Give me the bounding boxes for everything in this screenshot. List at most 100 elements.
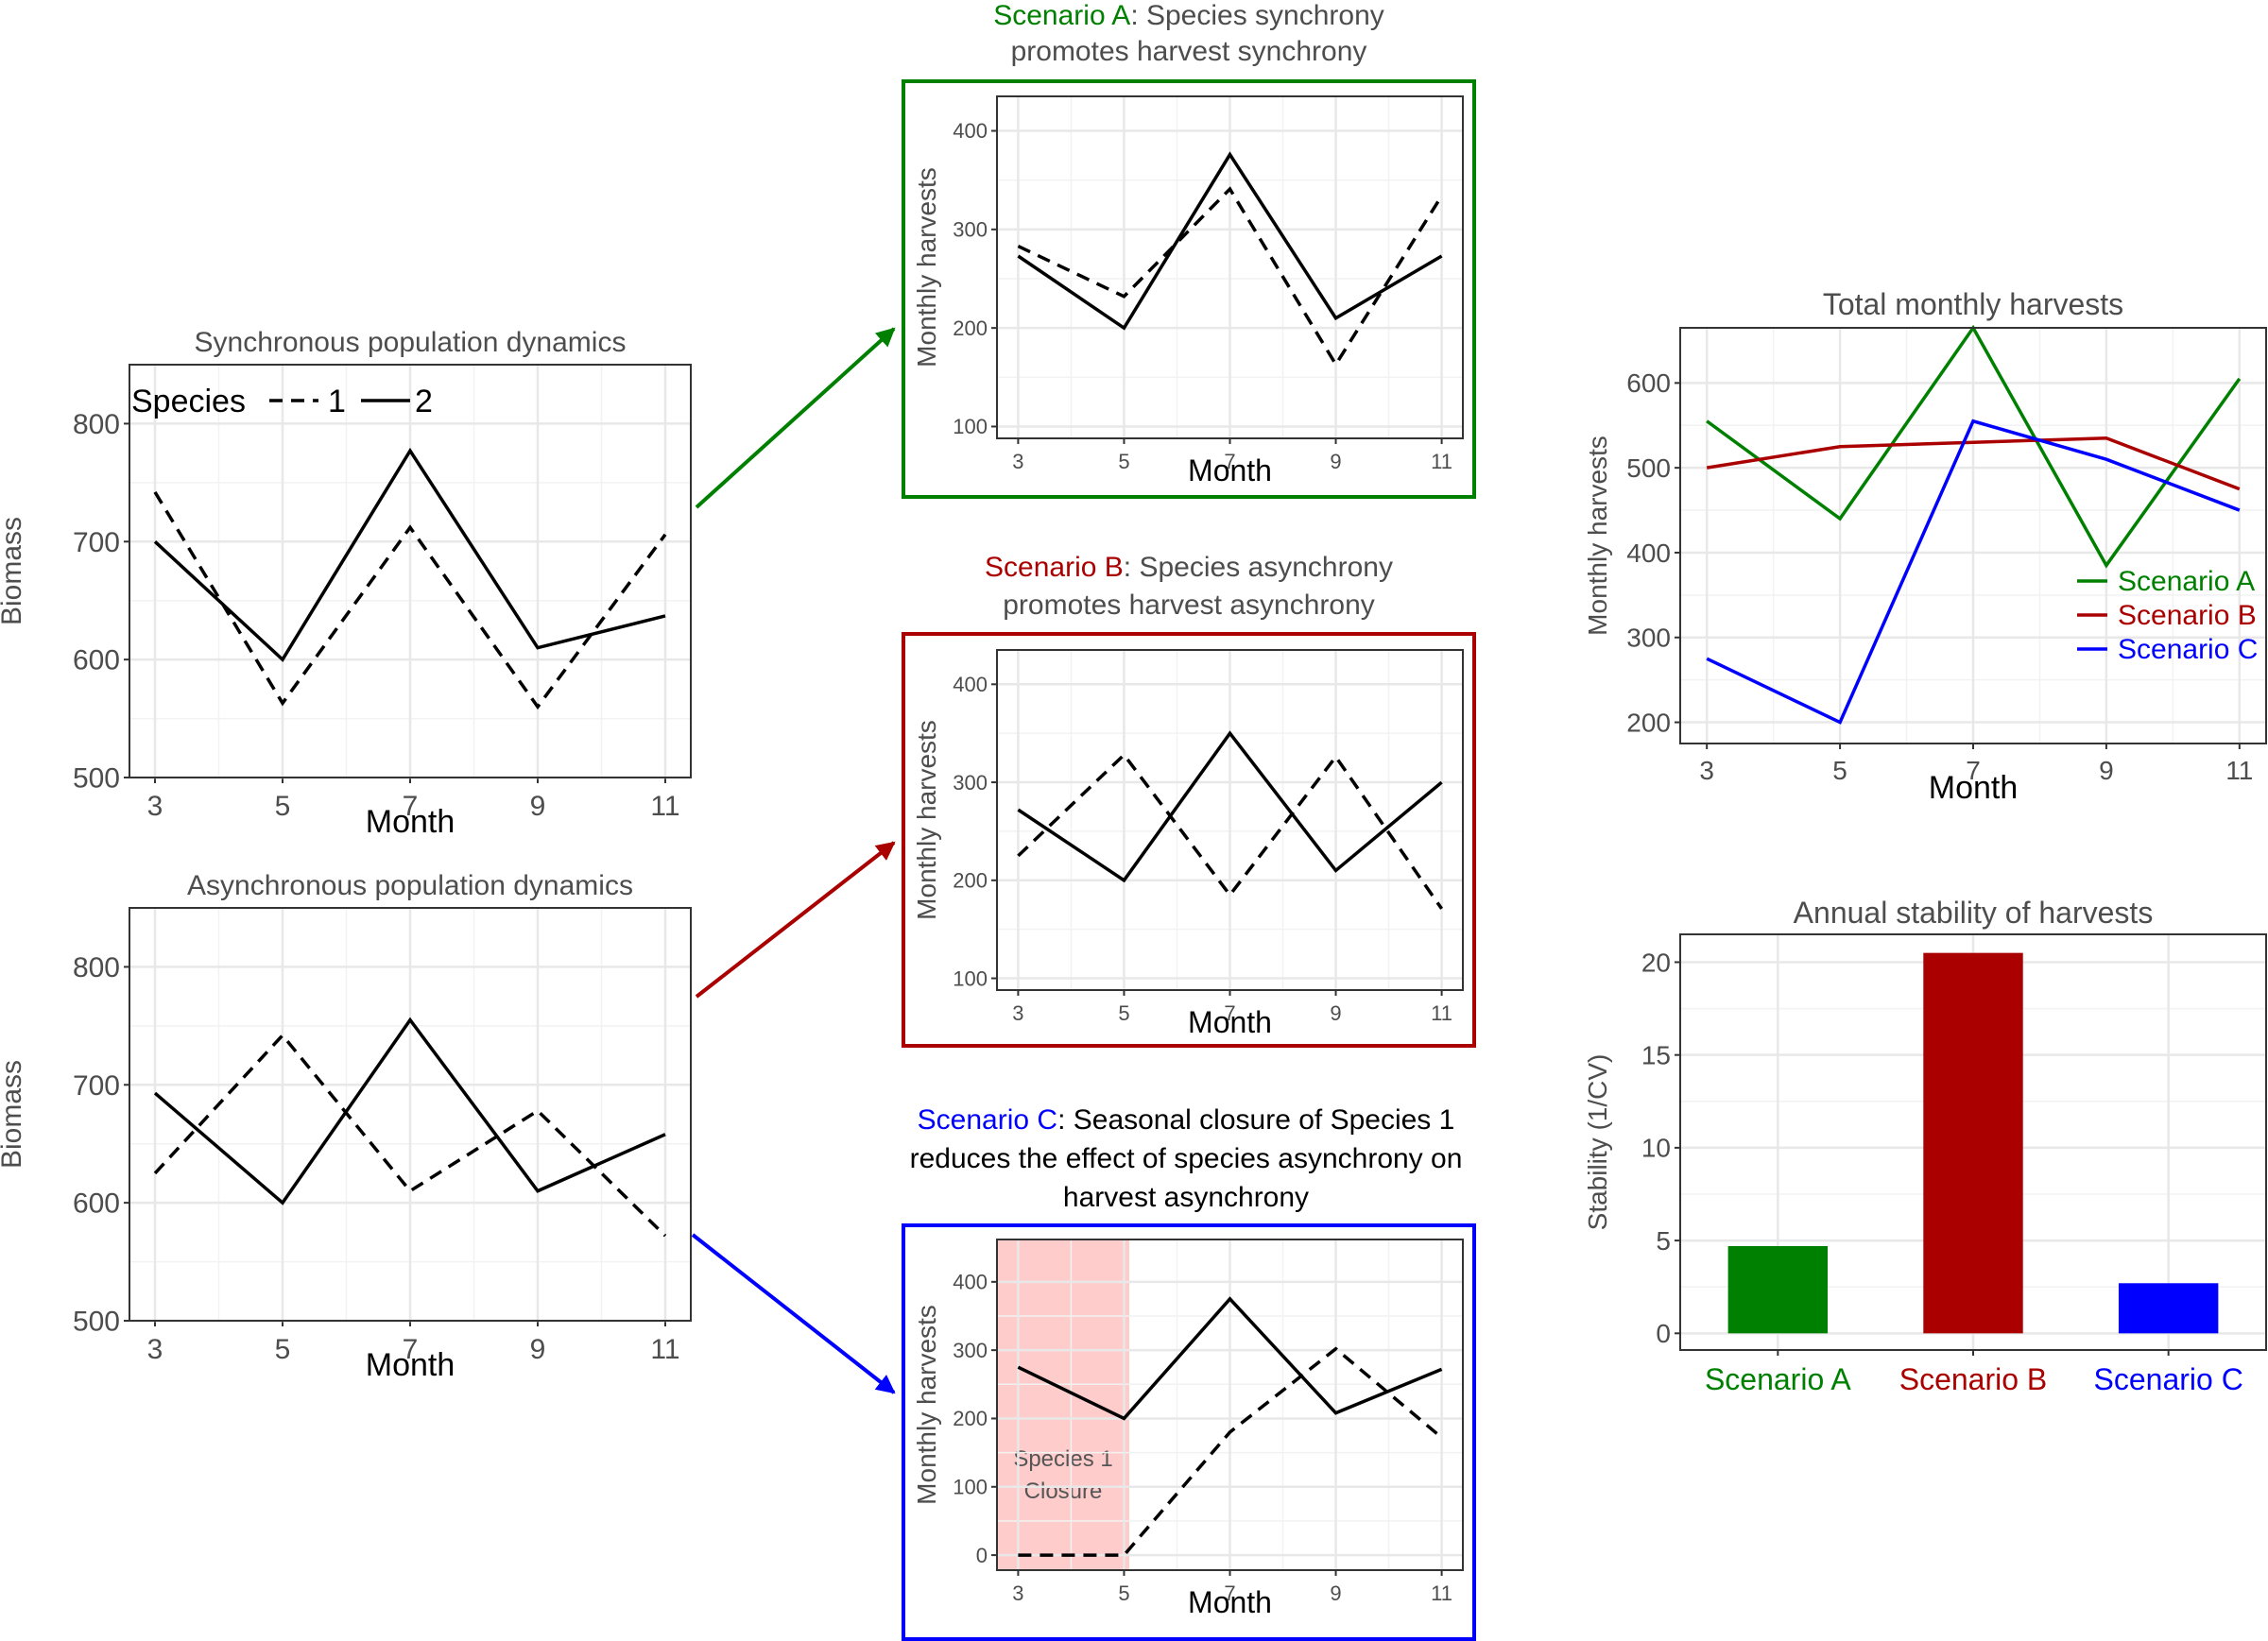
y-tick-label: 500 <box>73 1307 120 1338</box>
chart-annual-stability: 0 5 10 15 20 Scenario A Scenario B Scenario C An… <box>1583 896 2267 1396</box>
scenario-a-name: Scenario A <box>993 0 1130 31</box>
series-line-1 <box>153 490 667 710</box>
y-tick-label: 100 <box>953 966 988 990</box>
x-tick-label: 11 <box>2225 756 2253 785</box>
scenario-c-frame <box>902 1223 1476 1641</box>
x-tick-label: 9 <box>2099 756 2114 785</box>
scenario-c-caption-line2: reduces the effect of species asynchrony… <box>910 1143 1463 1174</box>
y-tick-label: 400 <box>953 673 988 696</box>
y-tick-label: 300 <box>953 1339 988 1362</box>
x-tick-label: 7 <box>1966 756 1981 785</box>
x-tick-label: 7 <box>1224 450 1235 473</box>
chart-total-monthly-harvests: 3 5 7 9 11 200 300 400 500 600 Total monthly harve… <box>1583 287 2267 806</box>
scenario-c-caption-rest: : Seasonal closure of Species 1 <box>1057 1104 1454 1136</box>
y-tick-label: 400 <box>953 119 988 143</box>
y-tick-label: 0 <box>976 1544 988 1567</box>
x-axis-label: Month <box>1188 453 1272 487</box>
plot-border <box>996 95 1464 439</box>
x-tick-label: 11 <box>650 1334 679 1365</box>
y-tick-label: 200 <box>953 869 988 893</box>
series-line-1 <box>1017 186 1444 368</box>
x-axis-label: Month <box>1188 1005 1272 1039</box>
legend-label-1: 1 <box>328 384 346 419</box>
plot-border <box>1679 327 2267 744</box>
y-tick-label: 800 <box>73 409 120 440</box>
x-tick-label: 7 <box>403 1334 419 1365</box>
y-tick-label: 100 <box>953 1475 988 1498</box>
plot-border <box>996 649 1464 991</box>
bar-scenario-c <box>2118 1283 2219 1334</box>
chart-title: Asynchronous population dynamics <box>187 870 633 901</box>
x-tick-label: 3 <box>1012 1001 1023 1025</box>
y-tick-label: 200 <box>1626 708 1671 737</box>
y-tick-label: 400 <box>953 1271 988 1294</box>
x-tick-label: 7 <box>1224 1581 1235 1605</box>
x-tick-label: 9 <box>1330 1001 1341 1025</box>
arrow-to-scenario-c <box>691 1233 896 1394</box>
series-line-2 <box>153 447 666 662</box>
legend-label-scenario-c: Scenario C <box>2118 634 2258 665</box>
x-tick-label-scenario-a: Scenario A <box>1705 1362 1851 1396</box>
y-tick-label: 20 <box>1641 948 1671 977</box>
scenario-c-caption-line3: harvest asynchrony <box>1063 1182 1309 1213</box>
series-line-2 <box>1017 730 1443 883</box>
series-line-1 <box>1017 752 1444 910</box>
x-tick-label: 9 <box>530 1334 546 1365</box>
chart-scenario-b-harvests: 3 5 7 9 11 100 200 300 400 Month Monthly harvests <box>912 649 1464 1039</box>
bar-scenario-b <box>1923 952 2023 1334</box>
plot-border <box>1679 933 2267 1351</box>
series-line-1 <box>1018 1346 1443 1557</box>
scenario-b-name: Scenario B <box>985 552 1124 583</box>
x-tick-label: 7 <box>1224 1001 1235 1025</box>
series-line-2 <box>153 1017 666 1205</box>
y-tick-label: 800 <box>73 952 120 983</box>
legend-label-scenario-a: Scenario A <box>2118 566 2255 597</box>
y-axis-label: Stability (1/CV) <box>1583 1054 1612 1231</box>
scenario-b-frame <box>902 632 1476 1048</box>
y-tick-label: 15 <box>1641 1040 1671 1069</box>
closure-label-line2: Closure <box>1024 1479 1103 1504</box>
x-tick-label: 5 <box>1118 1001 1129 1025</box>
y-axis-label: Biomass <box>0 1060 27 1169</box>
x-axis-label: Month <box>366 804 455 840</box>
plot-border <box>996 1239 1464 1571</box>
y-tick-label: 600 <box>1626 368 1671 398</box>
x-tick-label: 5 <box>275 791 291 822</box>
x-axis-label: Month <box>1188 1585 1272 1619</box>
y-tick-label: 500 <box>73 763 120 795</box>
x-tick-label: 3 <box>1012 1581 1023 1605</box>
y-tick-label: 200 <box>953 1407 988 1430</box>
y-tick-label: 200 <box>953 316 988 340</box>
chart-scenario-a-harvests: 3 5 7 9 11 100 200 300 400 Month Monthly harvests <box>912 95 1464 487</box>
y-tick-label: 500 <box>1626 453 1671 483</box>
x-tick-label: 9 <box>530 791 546 822</box>
legend-label-scenario-b: Scenario B <box>2118 600 2257 631</box>
series-line-scenario-b <box>1706 436 2241 491</box>
y-tick-label: 700 <box>73 527 120 558</box>
closure-label-line1: Species 1 <box>1013 1446 1112 1472</box>
y-tick-label: 0 <box>1656 1319 1671 1348</box>
x-tick-label: 5 <box>275 1334 291 1365</box>
scenario-b-caption-line1: Scenario B: Species asynchrony <box>985 552 1393 583</box>
chart-scenario-c-harvests: Species 1 Closure 3 5 7 9 11 0 100 200 300 400 Month… <box>912 1239 1464 1619</box>
x-tick-label-scenario-b: Scenario B <box>1899 1362 2048 1396</box>
y-tick-label: 700 <box>73 1070 120 1102</box>
plot-border <box>129 364 692 778</box>
scenario-b-caption-line2: promotes harvest asynchrony <box>1003 590 1375 621</box>
series-line-2 <box>1017 151 1443 331</box>
y-tick-label: 400 <box>1626 538 1671 568</box>
x-tick-label-scenario-c: Scenario C <box>2094 1362 2243 1396</box>
scenario-a-frame <box>902 79 1476 499</box>
x-tick-label: 5 <box>1118 450 1129 473</box>
series-line-1 <box>153 1033 667 1238</box>
y-axis-label: Monthly harvests <box>912 167 941 368</box>
x-axis-label: Month <box>366 1347 455 1383</box>
x-axis-label: Month <box>1929 770 2019 806</box>
plot-border <box>129 907 692 1322</box>
bar-scenario-a <box>1727 1246 1829 1334</box>
legend-title: Species <box>131 384 246 419</box>
scenario-a-caption-line2: promotes harvest synchrony <box>1011 36 1367 67</box>
x-tick-label: 11 <box>1431 1581 1452 1605</box>
chart-synchronous-dynamics: 3 5 7 9 11 500 600 700 800 Synchronous population… <box>0 327 692 840</box>
